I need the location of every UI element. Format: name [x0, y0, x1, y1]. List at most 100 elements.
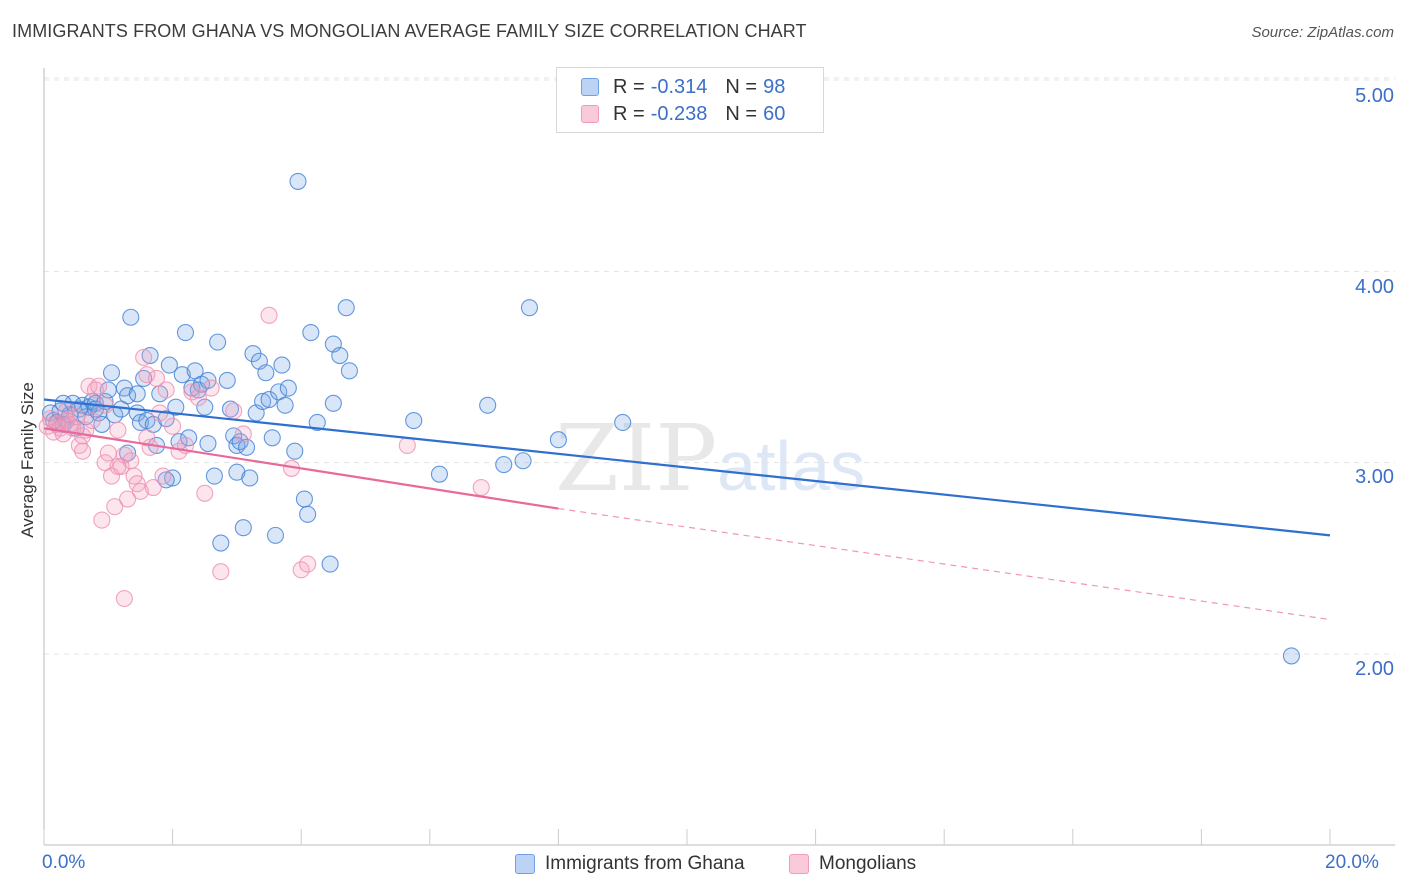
bottom-legend-swatch-mongolians	[789, 854, 809, 874]
data-point-ghana	[263, 429, 281, 447]
data-point-ghana	[299, 505, 317, 523]
data-point-ghana	[549, 431, 567, 449]
y-tick-label-2: 2.00	[1355, 658, 1394, 680]
legend-n-value-mongolians: 60	[763, 102, 786, 125]
data-point-ghana	[337, 299, 355, 317]
data-point-mongolians	[164, 417, 182, 435]
y-axis-label: Average Family Size	[18, 382, 37, 538]
data-point-mongolians	[472, 478, 490, 497]
data-point-mongolians	[299, 555, 317, 573]
data-point-ghana	[1282, 647, 1300, 665]
data-point-ghana	[141, 346, 159, 365]
data-point-ghana	[167, 398, 185, 416]
data-point-mongolians	[119, 490, 137, 508]
data-point-mongolians	[115, 589, 133, 608]
data-point-mongolians	[99, 444, 117, 462]
data-point-mongolians	[93, 511, 111, 529]
data-point-ghana	[405, 412, 423, 430]
bottom-legend-swatch-ghana	[515, 854, 535, 874]
legend-row-ghana: R = -0.314 N = 98	[581, 74, 785, 100]
data-point-ghana	[324, 394, 342, 412]
data-point-mongolians	[183, 383, 201, 401]
legend-r-value-mongolians: -0.238	[650, 102, 708, 125]
data-point-ghana	[331, 346, 349, 365]
data-point-mongolians	[147, 369, 166, 388]
data-point-ghana	[279, 379, 297, 397]
data-point-ghana	[286, 442, 304, 460]
data-point-ghana	[199, 434, 217, 453]
data-point-ghana	[479, 396, 497, 414]
data-point-mongolians	[225, 402, 243, 420]
data-point-mongolians	[157, 381, 175, 399]
data-point-mongolians	[131, 482, 149, 500]
data-point-mongolians	[212, 563, 230, 581]
data-point-ghana	[520, 299, 539, 317]
data-point-ghana	[205, 467, 223, 485]
legend-swatch-mongolians	[581, 105, 599, 123]
y-tick-label-3: 3.00	[1355, 466, 1394, 488]
data-point-mongolians	[398, 436, 416, 454]
data-point-mongolians	[196, 484, 214, 502]
legend-n-value-ghana: 98	[763, 75, 786, 98]
legend-r-value-ghana: -0.314	[650, 75, 708, 98]
trend-line-mongolians	[43, 427, 559, 510]
data-point-mongolians	[90, 377, 108, 395]
data-point-mongolians	[138, 366, 156, 384]
legend-row-mongolians: R = -0.238 N = 60	[581, 101, 785, 127]
data-point-ghana	[196, 398, 214, 416]
data-point-ghana	[321, 555, 339, 573]
trend-line-dashed-mongolians	[558, 507, 1331, 621]
data-point-ghana	[514, 452, 532, 470]
data-point-mongolians	[189, 389, 207, 407]
data-point-ghana	[209, 333, 227, 351]
data-point-ghana	[131, 413, 149, 432]
trend-line-ghana	[43, 398, 1331, 537]
correlation-legend: R = -0.314 N = 98 R = -0.238 N = 60	[556, 67, 824, 133]
data-point-mongolians	[144, 478, 162, 497]
data-point-ghana	[276, 396, 294, 414]
data-point-mongolians	[138, 429, 156, 447]
y-tick-label-4: 4.00	[1355, 276, 1394, 298]
data-point-ghana	[128, 385, 146, 403]
data-point-mongolians	[109, 421, 127, 439]
data-point-mongolians	[135, 348, 153, 366]
legend-n-label: N =	[725, 102, 758, 125]
chart-title: IMMIGRANTS FROM GHANA VS MONGOLIAN AVERA…	[12, 21, 807, 41]
y-tick-label-5: 5.00	[1355, 85, 1394, 107]
bottom-legend-label-mongolians: Mongolians	[819, 853, 917, 874]
source-label: Source: ZipAtlas.com	[1251, 24, 1394, 41]
data-point-ghana	[241, 469, 259, 487]
data-point-ghana	[495, 456, 513, 474]
data-point-mongolians	[67, 408, 85, 426]
data-point-mongolians	[106, 498, 124, 516]
bottom-legend-label-ghana: Immigrants from Ghana	[545, 853, 745, 874]
data-point-mongolians	[292, 561, 310, 579]
data-point-ghana	[430, 465, 448, 483]
legend-n-label: N =	[725, 75, 758, 98]
data-point-ghana	[340, 362, 358, 380]
bottom-legend-mongolians[interactable]: Mongolians	[789, 852, 916, 876]
data-point-mongolians	[154, 467, 172, 485]
bottom-legend-ghana[interactable]: Immigrants from Ghana	[515, 852, 745, 876]
data-point-mongolians	[202, 379, 220, 397]
data-point-ghana	[102, 364, 121, 382]
watermark-atlas: atlas	[717, 427, 866, 505]
data-point-ghana	[257, 364, 275, 382]
data-point-ghana	[160, 356, 178, 374]
data-point-ghana	[266, 526, 285, 544]
data-point-mongolians	[83, 412, 101, 430]
data-point-ghana	[183, 379, 201, 397]
watermark: ZIPatlas	[555, 405, 865, 512]
data-point-ghana	[308, 413, 326, 432]
data-point-ghana	[295, 490, 313, 508]
data-point-ghana	[254, 392, 272, 410]
data-point-ghana	[173, 366, 191, 384]
data-point-ghana	[218, 371, 236, 389]
data-point-ghana	[614, 413, 632, 432]
data-point-mongolians	[57, 402, 76, 420]
legend-r-label: R =	[613, 75, 645, 98]
data-point-ghana	[289, 172, 307, 190]
data-point-ghana	[212, 534, 230, 552]
data-point-mongolians	[260, 306, 278, 324]
